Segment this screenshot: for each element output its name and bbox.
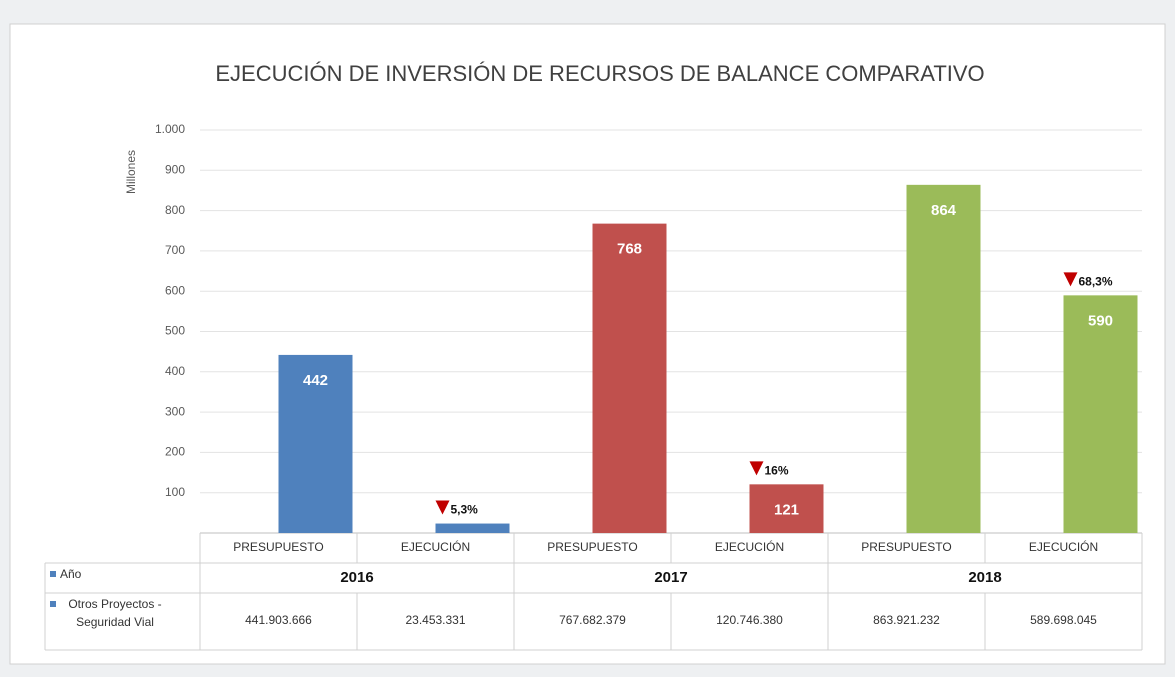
y-tick-label: 600: [165, 283, 185, 297]
x-tick-label: PRESUPUESTO: [547, 540, 637, 554]
table-cell: 767.682.379: [559, 613, 626, 627]
down-arrow-icon: [1063, 272, 1078, 287]
data-label: 121: [774, 501, 799, 518]
x-tick-label: PRESUPUESTO: [233, 540, 323, 554]
table-cell: 441.903.666: [245, 613, 312, 627]
table-cell: 23.453.331: [405, 613, 465, 627]
y-tick-label: 200: [165, 445, 185, 459]
row-label: Otros Proyectos - Seguridad Vial: [68, 597, 162, 629]
bar: [278, 354, 353, 533]
year-label: 2016: [340, 569, 373, 586]
y-axis-title: Millones: [124, 150, 138, 194]
x-tick-label: EJECUCIÓN: [1029, 539, 1098, 554]
data-label: 768: [617, 241, 642, 258]
y-tick-label: 500: [165, 324, 185, 338]
down-arrow-icon: [749, 461, 764, 476]
data-label: 590: [1088, 312, 1113, 329]
year-label: 2018: [968, 569, 1001, 586]
y-tick-label: 400: [165, 364, 185, 378]
y-tick-label: 100: [165, 485, 185, 499]
legend-key: [50, 571, 56, 577]
row-label-box: Otros Proyectos - Seguridad Vial: [68, 597, 162, 629]
bar: [592, 223, 667, 533]
year-label: 2017: [654, 569, 687, 586]
table-cell: 863.921.232: [873, 613, 940, 627]
bar: [435, 523, 510, 533]
row-label-box: Año: [60, 567, 82, 581]
change-label: 68,3%: [1079, 275, 1113, 289]
legend-key: [50, 601, 56, 607]
row-label: Año: [60, 567, 82, 581]
down-arrow-icon: [435, 500, 450, 515]
bar: [1063, 295, 1138, 533]
change-label: 5,3%: [451, 503, 479, 517]
data-label: 442: [303, 372, 328, 389]
y-tick-label: 800: [165, 203, 185, 217]
change-label: 16%: [765, 464, 789, 478]
y-tick-label: 1.000: [155, 122, 185, 136]
y-tick-label: 300: [165, 404, 185, 418]
y-tick-label: 900: [165, 162, 185, 176]
data-label: 864: [931, 202, 957, 219]
y-tick-label: 700: [165, 243, 185, 257]
x-tick-label: EJECUCIÓN: [715, 539, 784, 554]
chart-title: EJECUCIÓN DE INVERSIÓN DE RECURSOS DE BA…: [215, 61, 984, 86]
bar: [749, 484, 824, 533]
table-cell: 120.746.380: [716, 613, 783, 627]
bar: [906, 184, 981, 534]
table-cell: 589.698.045: [1030, 613, 1097, 627]
x-tick-label: EJECUCIÓN: [401, 539, 470, 554]
x-tick-label: PRESUPUESTO: [861, 540, 951, 554]
